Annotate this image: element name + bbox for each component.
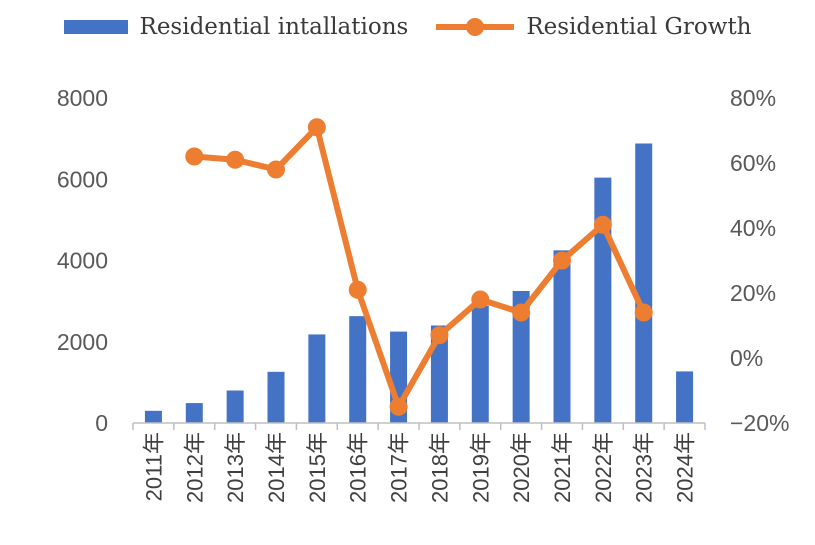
bar [676,371,694,423]
bar [430,325,448,423]
x-tick-label: 2019年 [468,432,493,503]
growth-point [634,303,653,322]
growth-point [593,215,612,234]
growth-point [307,118,326,137]
y-left-tick-label: 8000 [57,85,108,111]
x-tick-label: 2011年 [141,432,166,501]
growth-point [430,326,449,345]
x-tick-label: 2015年 [305,432,330,503]
y-left-tick-label: 6000 [57,166,108,192]
bar [512,290,530,423]
x-tick-label: 2017年 [387,432,412,503]
growth-point [512,303,531,322]
bar [226,390,244,423]
y-right-tick-label: 0% [730,345,763,371]
bar [553,250,571,423]
y-right-tick-label: 20% [730,280,776,306]
legend-bar-swatch [63,20,128,34]
bar [267,371,285,423]
x-tick-label: 2021年 [550,432,575,503]
y-left-tick-label: 2000 [57,329,108,355]
x-tick-label: 2023年 [632,432,657,503]
growth-point [389,397,408,416]
x-tick-label: 2020年 [509,432,534,503]
y-right-tick-label: 60% [730,150,776,176]
legend: Residential intallations Residential Gro… [0,14,815,40]
bar [635,143,653,423]
x-tick-label: 2013年 [223,432,248,503]
y-right-tick-label: −20% [730,410,789,436]
legend-line-swatch [436,18,515,36]
growth-point [471,290,490,309]
bar [594,177,612,423]
y-left-tick-label: 4000 [57,248,108,274]
legend-item-line: Residential Growth [436,14,752,40]
x-tick-label: 2024年 [673,432,698,503]
growth-point [226,150,245,169]
legend-label-bars: Residential intallations [139,14,409,40]
bar [185,403,203,423]
legend-label-line: Residential Growth [526,14,752,40]
legend-item-bars: Residential intallations [63,14,409,40]
growth-point [348,280,367,299]
growth-line [191,124,647,410]
x-tick-label: 2018年 [427,432,452,503]
y-right-tick-label: 40% [730,215,776,241]
y-left-tick-label: 0 [95,410,108,436]
x-tick-label: 2016年 [346,432,371,503]
bar [471,305,489,423]
x-tick-label: 2012年 [182,432,207,503]
x-tick-label: 2022年 [591,432,616,503]
x-tick-label: 2014年 [264,432,289,503]
bar [308,334,326,423]
growth-point [267,160,285,179]
bar [144,410,162,423]
bar [349,316,367,423]
growth-point [553,251,571,270]
growth-point [185,147,204,166]
y-right-tick-label: 80% [730,85,776,111]
